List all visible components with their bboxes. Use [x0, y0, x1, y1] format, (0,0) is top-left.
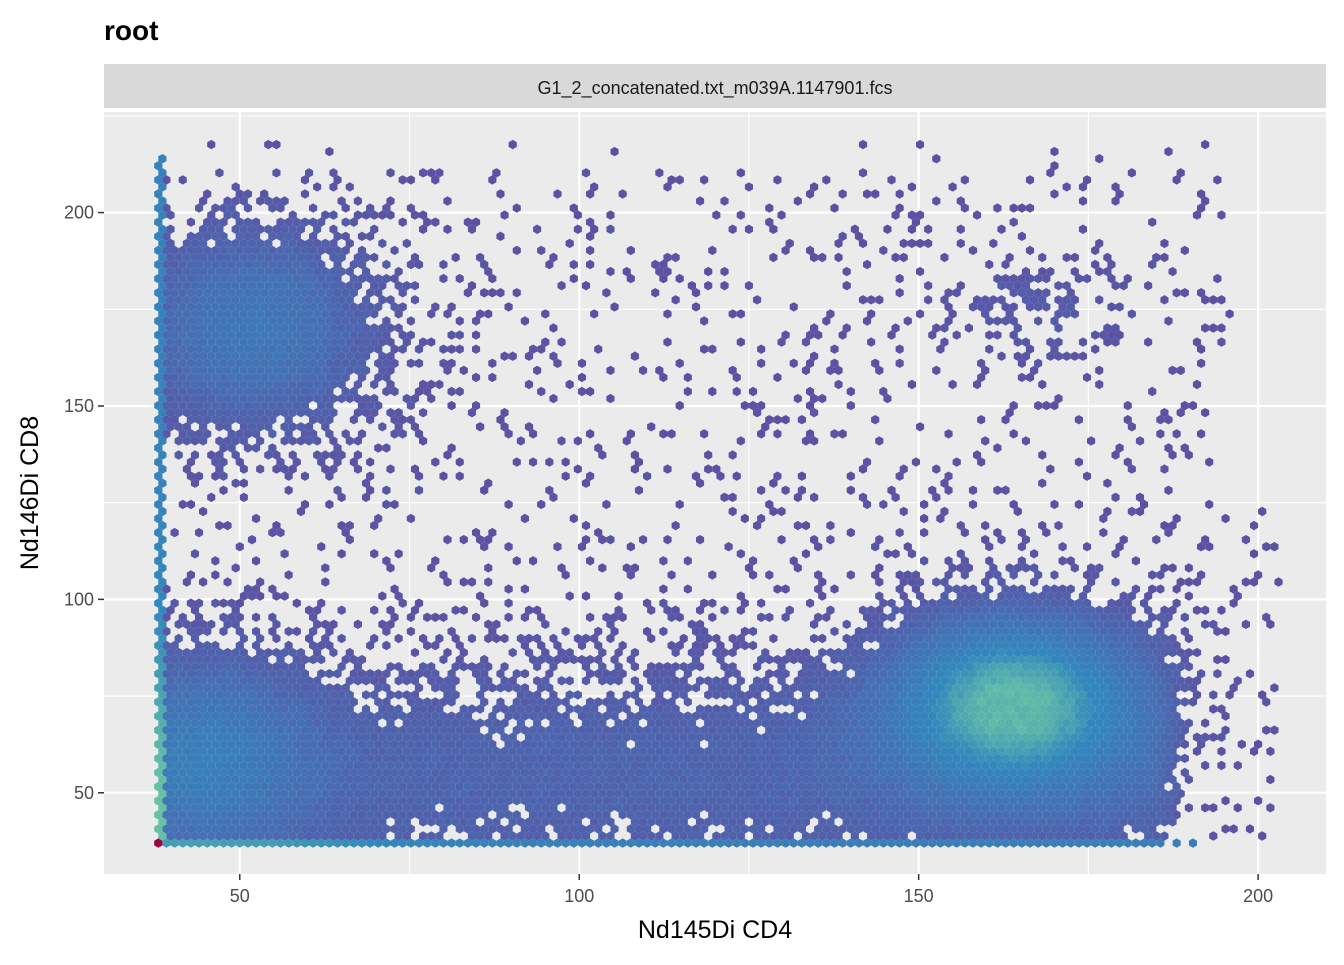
facet-label: G1_2_concatenated.txt_m039A.1147901.fcs: [538, 78, 893, 99]
chart-title: root: [104, 15, 158, 46]
